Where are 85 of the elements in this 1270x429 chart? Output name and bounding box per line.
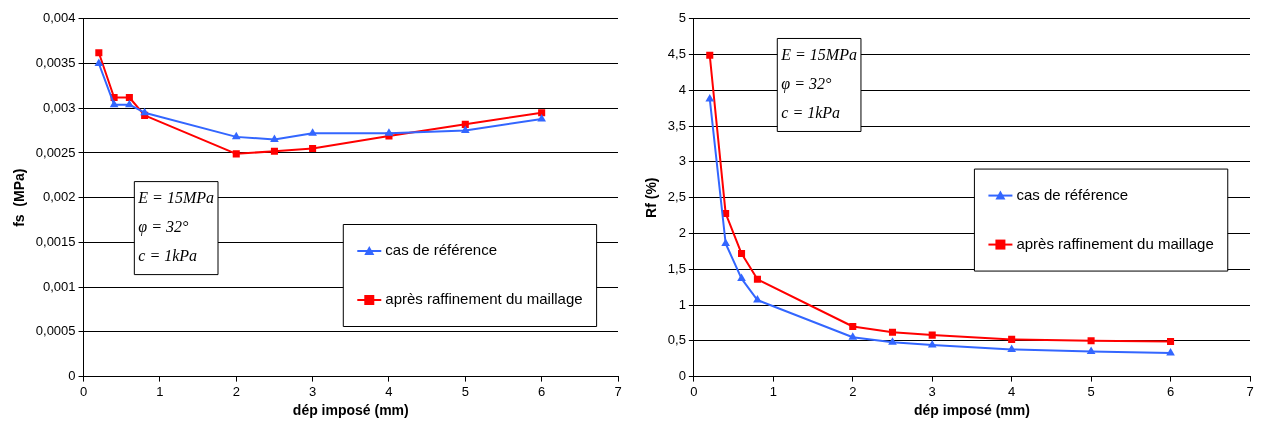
y-tick-label: 0,003 bbox=[43, 99, 76, 115]
legend-label: cas de référence bbox=[1016, 185, 1129, 203]
point bbox=[737, 273, 746, 282]
point bbox=[849, 322, 857, 331]
y-tick-label: 0,002 bbox=[43, 189, 76, 205]
point bbox=[888, 337, 897, 345]
x-axis-title: dép imposé (mm) bbox=[913, 402, 1030, 419]
point bbox=[1008, 335, 1016, 343]
legend-label: cas de référence bbox=[385, 241, 498, 259]
point bbox=[721, 238, 730, 246]
y-tick-label: 0,0015 bbox=[35, 234, 76, 249]
y-tick-label: 0,0005 bbox=[35, 323, 76, 339]
x-tick-label: 7 bbox=[1246, 383, 1254, 399]
legend-label: après raffinement du maillage bbox=[1016, 234, 1214, 252]
point bbox=[1086, 346, 1096, 355]
point bbox=[1007, 344, 1016, 352]
y-tick-label: 0,0025 bbox=[35, 144, 76, 160]
point bbox=[888, 328, 897, 336]
x-tick-label: 4 bbox=[385, 383, 393, 399]
y-tick-label: 0,0035 bbox=[35, 55, 76, 71]
point bbox=[232, 150, 240, 158]
point bbox=[270, 134, 279, 143]
x-tick-label: 5 bbox=[461, 383, 469, 399]
y-tick-label: 1,5 bbox=[667, 260, 686, 276]
y-tick-label: 0,5 bbox=[667, 332, 686, 348]
x-tick-label: 4 bbox=[1008, 383, 1016, 399]
point bbox=[537, 113, 546, 122]
legend-label: après raffinement du maillage bbox=[385, 290, 583, 308]
point bbox=[460, 125, 470, 134]
point bbox=[705, 93, 715, 102]
y-tick-label: 4,5 bbox=[667, 46, 686, 62]
x-tick-label: 1 bbox=[156, 383, 164, 399]
y-tick-label: 0 bbox=[68, 368, 76, 384]
x-tick-label: 3 bbox=[308, 383, 317, 399]
x-tick-label: 0 bbox=[690, 383, 698, 399]
annotation: φ = 32° bbox=[781, 75, 832, 94]
y-tick-label: 1 bbox=[678, 296, 686, 312]
point bbox=[1167, 338, 1175, 346]
point bbox=[538, 109, 546, 117]
point bbox=[753, 295, 762, 303]
annotation: E = 15MPa bbox=[780, 46, 857, 64]
point bbox=[753, 275, 761, 283]
x-tick-label: 6 bbox=[538, 383, 546, 399]
annotation: c = 1kPa bbox=[781, 104, 841, 122]
point bbox=[270, 147, 278, 155]
x-tick-label: 0 bbox=[79, 383, 88, 399]
point bbox=[308, 128, 317, 136]
y-tick-label: 0,004 bbox=[43, 10, 76, 26]
point bbox=[927, 340, 937, 348]
point bbox=[738, 249, 746, 258]
y-axis-title: Rf (%) bbox=[643, 177, 660, 218]
y-tick-label: 3,5 bbox=[667, 117, 686, 133]
x-axis-title: dép imposé (mm) bbox=[292, 402, 409, 419]
point bbox=[109, 99, 119, 108]
x-tick-label: 2 bbox=[232, 383, 240, 399]
x-tick-label: 6 bbox=[1166, 383, 1175, 399]
y-tick-label: 3 bbox=[678, 153, 686, 169]
point bbox=[140, 107, 149, 116]
y-axis-title: fs (MPa) bbox=[11, 168, 28, 227]
point bbox=[231, 131, 241, 140]
point bbox=[928, 331, 936, 339]
point bbox=[309, 144, 317, 153]
x-tick-label: 2 bbox=[849, 383, 857, 399]
point bbox=[384, 128, 394, 136]
x-tick-label: 3 bbox=[928, 383, 936, 399]
point bbox=[706, 51, 714, 59]
y-tick-label: 0 bbox=[678, 368, 686, 384]
y-tick-label: 2 bbox=[678, 225, 686, 241]
point bbox=[461, 120, 469, 128]
y-tick-label: 4 bbox=[678, 81, 686, 97]
point bbox=[95, 49, 103, 57]
point bbox=[94, 58, 104, 67]
annotation: φ = 32° bbox=[138, 218, 189, 237]
point bbox=[125, 99, 134, 108]
y-tick-label: 5 bbox=[678, 10, 686, 26]
x-tick-label: 1 bbox=[769, 383, 777, 399]
x-tick-label: 7 bbox=[614, 383, 622, 399]
annotation: c = 1kPa bbox=[138, 247, 198, 265]
y-tick-label: 2,5 bbox=[667, 189, 686, 205]
point bbox=[125, 93, 133, 102]
x-tick-label: 5 bbox=[1087, 383, 1095, 399]
point bbox=[848, 332, 858, 340]
y-tick-label: 0,001 bbox=[43, 278, 76, 294]
annotation: E = 15MPa bbox=[137, 189, 215, 207]
point bbox=[1087, 337, 1095, 345]
